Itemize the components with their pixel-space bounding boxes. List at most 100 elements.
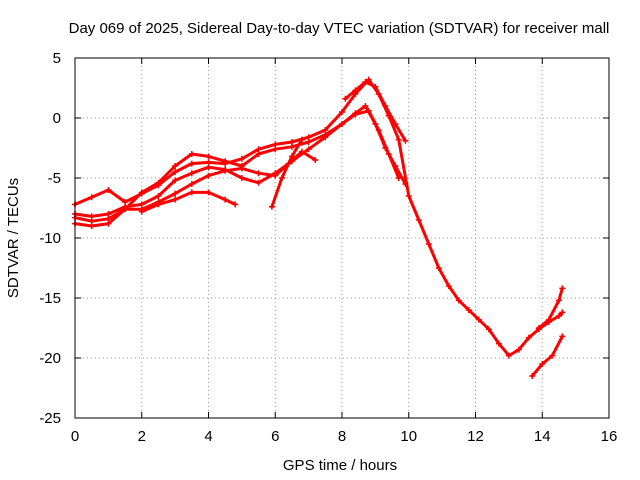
data-point	[188, 151, 195, 157]
data-point	[122, 206, 129, 213]
data-point	[555, 297, 562, 304]
data-point	[352, 110, 359, 117]
data-point	[339, 121, 345, 127]
data-point	[205, 172, 212, 179]
data-point	[372, 121, 379, 127]
data-point	[382, 145, 389, 151]
data-point	[415, 217, 422, 223]
data-point	[268, 203, 275, 210]
x-tick-label: 12	[467, 428, 484, 445]
data-point	[445, 283, 452, 289]
data-point	[372, 83, 379, 90]
data-point	[88, 223, 95, 229]
data-point	[278, 175, 285, 181]
x-tick-labels: 0 2 4 6 8 10 12 14 16	[71, 428, 618, 445]
y-tick-label: 5	[53, 50, 61, 67]
data-point	[255, 179, 262, 186]
data-point	[222, 167, 229, 174]
data-point	[172, 196, 179, 203]
data-point	[305, 146, 312, 153]
axis-ticks	[74, 57, 610, 419]
data-point	[232, 201, 239, 208]
data-point	[172, 163, 179, 169]
data-point	[549, 352, 556, 359]
data-point	[382, 103, 389, 109]
data-point	[105, 187, 112, 193]
x-tick-label: 0	[71, 428, 79, 445]
data-point	[405, 193, 412, 199]
data-point	[322, 134, 329, 141]
y-tick-label: -15	[39, 290, 61, 307]
data-point	[88, 194, 95, 201]
data-point	[138, 208, 145, 215]
data-point	[425, 241, 432, 247]
data-point	[362, 103, 369, 109]
data-series-group	[72, 76, 566, 379]
data-point	[392, 121, 399, 127]
data-point	[298, 148, 305, 155]
data-point	[88, 213, 95, 220]
data-point	[455, 297, 462, 304]
data-point	[395, 136, 402, 143]
data-point	[312, 157, 319, 163]
data-point	[465, 307, 472, 313]
data-point	[255, 151, 262, 157]
data-point	[272, 172, 279, 179]
x-tick-label: 8	[338, 428, 346, 445]
data-point	[255, 170, 262, 177]
data-point	[288, 143, 295, 150]
data-point	[272, 146, 279, 153]
data-point	[205, 189, 212, 196]
series-line-track-2	[73, 109, 401, 223]
data-point	[188, 189, 195, 196]
data-point	[298, 136, 305, 143]
y-tick-labels: 5 0 -5 -10 -15 -20 -25	[39, 50, 61, 427]
data-point	[475, 316, 482, 323]
x-tick-label: 16	[601, 428, 618, 445]
x-tick-label: 2	[138, 428, 146, 445]
data-point	[529, 373, 536, 379]
data-point	[525, 334, 532, 341]
data-point	[172, 169, 179, 175]
data-point	[238, 165, 245, 172]
data-point	[155, 179, 162, 186]
y-tick-label: -5	[48, 170, 61, 187]
x-tick-label: 4	[204, 428, 212, 445]
data-point	[288, 153, 295, 160]
data-point	[138, 189, 145, 196]
data-point	[155, 201, 162, 208]
data-point	[188, 160, 195, 167]
data-point	[435, 265, 442, 271]
data-point	[238, 175, 245, 181]
y-tick-label: -25	[39, 410, 61, 427]
data-point	[205, 164, 212, 171]
data-point	[555, 313, 562, 319]
data-point	[205, 153, 212, 160]
data-point	[172, 177, 179, 184]
x-tick-label: 14	[534, 428, 551, 445]
data-point	[188, 181, 195, 187]
data-point	[505, 352, 512, 359]
data-point	[539, 361, 546, 367]
series-line-track-1	[73, 78, 564, 358]
chart-title: Day 069 of 2025, Sidereal Day-to-day VTE…	[69, 20, 610, 37]
data-point	[559, 333, 566, 340]
series-line-track-6	[270, 138, 304, 209]
data-point	[238, 155, 245, 162]
x-tick-label: 10	[400, 428, 417, 445]
data-point	[392, 163, 399, 169]
data-point	[222, 196, 229, 203]
data-point	[402, 137, 409, 144]
y-tick-label: 0	[53, 110, 61, 127]
data-point	[559, 285, 566, 292]
data-point	[362, 79, 369, 85]
data-point	[402, 181, 409, 187]
data-point	[339, 109, 345, 115]
data-point	[559, 309, 566, 316]
data-point	[105, 220, 112, 227]
series-line-track-4	[73, 150, 317, 228]
data-point	[545, 316, 552, 323]
data-point	[535, 325, 542, 331]
data-point	[352, 87, 359, 94]
